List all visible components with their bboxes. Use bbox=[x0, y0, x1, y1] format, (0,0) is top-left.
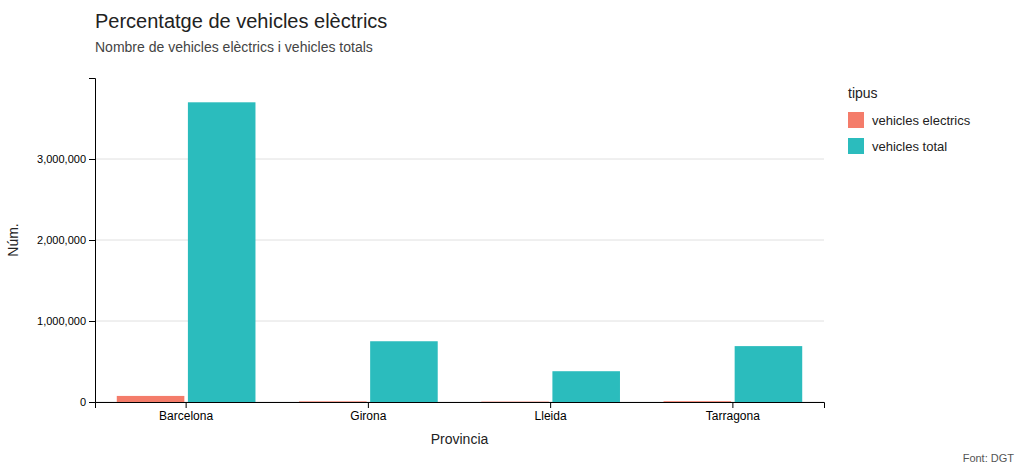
bar bbox=[664, 401, 732, 402]
bar bbox=[188, 102, 256, 402]
bars bbox=[117, 102, 802, 402]
tick-mark bbox=[89, 321, 95, 322]
tick-mark bbox=[732, 402, 733, 408]
x-tick: Barcelona bbox=[159, 402, 213, 423]
tick-mark bbox=[368, 402, 369, 408]
plot: Barcelona Girona Lleida Tarragona 0 1,000,000… bbox=[37, 79, 824, 423]
legend-swatch bbox=[848, 138, 864, 154]
tick-mark bbox=[550, 402, 551, 408]
tick-mark bbox=[186, 402, 187, 408]
bar bbox=[370, 341, 438, 402]
legend-label: vehicles electrics bbox=[872, 113, 971, 128]
legend-label: vehicles total bbox=[872, 139, 947, 154]
bar bbox=[117, 396, 185, 402]
axis-line bbox=[96, 403, 825, 409]
y-tick: 0 bbox=[80, 396, 95, 408]
x-axis: Barcelona Girona Lleida Tarragona bbox=[96, 402, 825, 423]
tick-label: 1,000,000 bbox=[37, 315, 86, 327]
subtitle: Nombre de vehicles elèctrics i vehicles … bbox=[95, 39, 373, 55]
tick-mark bbox=[89, 240, 95, 241]
axis-line bbox=[89, 79, 96, 403]
y-axis: 0 1,000,000 2,000,000 3,000,000 bbox=[37, 79, 95, 409]
bar-series bbox=[188, 102, 802, 402]
tick-label: Barcelona bbox=[159, 409, 213, 423]
legend-swatch bbox=[848, 112, 864, 128]
bar bbox=[481, 401, 549, 402]
tick-mark bbox=[89, 402, 95, 403]
legend-title: tipus bbox=[848, 85, 878, 101]
tick-label: 3,000,000 bbox=[37, 153, 86, 165]
y-tick: 3,000,000 bbox=[37, 153, 95, 165]
tick-label: Girona bbox=[350, 409, 386, 423]
tick-mark bbox=[89, 159, 95, 160]
tick-label: 0 bbox=[80, 396, 86, 408]
x-axis-label: Provincia bbox=[431, 431, 489, 447]
bar bbox=[552, 371, 620, 402]
x-tick: Girona bbox=[350, 402, 386, 423]
x-tick: Tarragona bbox=[706, 402, 760, 423]
x-tick: Lleida bbox=[535, 402, 567, 423]
y-axis-label: Núm. bbox=[5, 223, 21, 256]
y-tick: 1,000,000 bbox=[37, 315, 95, 327]
tick-label: Lleida bbox=[535, 409, 567, 423]
bar bbox=[299, 401, 367, 402]
legend-item: vehicles electrics bbox=[848, 112, 971, 128]
footer: Font: DGT bbox=[963, 452, 1015, 464]
bar bbox=[735, 346, 803, 402]
tick-label: 2,000,000 bbox=[37, 234, 86, 246]
chart: Percentatge de vehicles elèctrics Nombre … bbox=[0, 0, 1024, 468]
title: Percentatge de vehicles elèctrics bbox=[95, 10, 387, 32]
legend: tipus vehicles electrics vehicles total bbox=[848, 85, 971, 154]
y-tick: 2,000,000 bbox=[37, 234, 95, 246]
legend-item: vehicles total bbox=[848, 138, 947, 154]
tick-label: Tarragona bbox=[706, 409, 760, 423]
